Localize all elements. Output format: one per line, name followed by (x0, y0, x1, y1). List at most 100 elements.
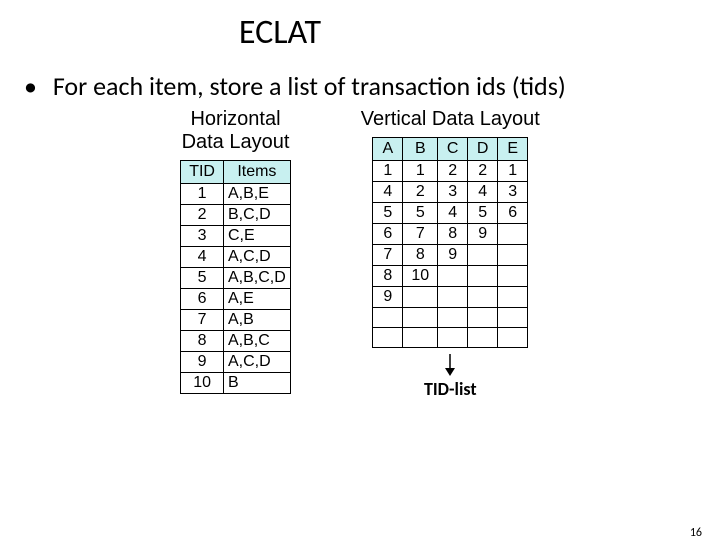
cell (468, 287, 498, 308)
cell (403, 287, 438, 308)
cell-tid: 4 (181, 247, 224, 268)
cell-items: A,C,D (223, 352, 290, 373)
table-row: 4A,C,D (181, 247, 291, 268)
cell (438, 328, 468, 348)
cell (498, 245, 528, 266)
cell-items: A,B,E (223, 184, 290, 205)
horizontal-layout: Horizontal Data Layout TIDItems1A,B,E2B,… (180, 108, 291, 400)
table-row: 6789 (373, 224, 528, 245)
table-header: B (403, 138, 438, 161)
cell: 5 (403, 203, 438, 224)
cell: 6 (498, 203, 528, 224)
layouts-container: Horizontal Data Layout TIDItems1A,B,E2B,… (0, 108, 720, 400)
cell-tid: 6 (181, 289, 224, 310)
cell (373, 308, 403, 328)
cell: 1 (403, 161, 438, 182)
table-row (373, 328, 528, 348)
cell-tid: 7 (181, 310, 224, 331)
cell (498, 287, 528, 308)
table-row: 9A,C,D (181, 352, 291, 373)
bullet-text: For each item, store a list of transacti… (53, 71, 566, 102)
cell: 9 (373, 287, 403, 308)
horizontal-label: Horizontal Data Layout (182, 108, 290, 154)
cell: 8 (403, 245, 438, 266)
bullet-dot: • (24, 71, 37, 102)
cell (498, 266, 528, 287)
cell-tid: 5 (181, 268, 224, 289)
table-row: 6A,E (181, 289, 291, 310)
cell-tid: 8 (181, 331, 224, 352)
cell (468, 308, 498, 328)
table-row: 8A,B,C (181, 331, 291, 352)
vertical-label: Vertical Data Layout (361, 108, 540, 131)
page-number: 16 (690, 526, 702, 540)
cell-items: B,C,D (223, 205, 290, 226)
cell-items: A,E (223, 289, 290, 310)
cell (468, 328, 498, 348)
table-header: E (498, 138, 528, 161)
table-header: C (438, 138, 468, 161)
cell-tid: 1 (181, 184, 224, 205)
cell (468, 266, 498, 287)
table-row: 2B,C,D (181, 205, 291, 226)
cell-items: A,B,C (223, 331, 290, 352)
arrow-icon (440, 352, 460, 378)
cell: 7 (403, 224, 438, 245)
slide-title: ECLAT (0, 12, 720, 53)
cell: 9 (468, 224, 498, 245)
cell: 8 (373, 266, 403, 287)
cell: 5 (373, 203, 403, 224)
cell-items: C,E (223, 226, 290, 247)
cell: 3 (438, 182, 468, 203)
bullet-line: • For each item, store a list of transac… (0, 71, 720, 102)
table-row: 1A,B,E (181, 184, 291, 205)
table-row: 7A,B (181, 310, 291, 331)
cell: 2 (403, 182, 438, 203)
cell (373, 328, 403, 348)
cell: 3 (498, 182, 528, 203)
cell-items: A,B,C,D (223, 268, 290, 289)
cell-tid: 9 (181, 352, 224, 373)
table-row: 9 (373, 287, 528, 308)
table-header: A (373, 138, 403, 161)
table-row (373, 308, 528, 328)
cell: 9 (438, 245, 468, 266)
cell (498, 328, 528, 348)
cell: 6 (373, 224, 403, 245)
cell: 1 (498, 161, 528, 182)
cell (438, 266, 468, 287)
cell (498, 308, 528, 328)
cell: 8 (438, 224, 468, 245)
cell (498, 224, 528, 245)
cell-tid: 10 (181, 373, 224, 394)
cell: 2 (438, 161, 468, 182)
cell (438, 287, 468, 308)
cell: 4 (373, 182, 403, 203)
table-row: 810 (373, 266, 528, 287)
cell: 1 (373, 161, 403, 182)
cell (403, 308, 438, 328)
cell: 4 (468, 182, 498, 203)
table-row: 42343 (373, 182, 528, 203)
horizontal-label-line2: Data Layout (182, 131, 290, 153)
cell: 7 (373, 245, 403, 266)
tid-list-label: TID-list (424, 378, 477, 400)
table-row: 5A,B,C,D (181, 268, 291, 289)
cell (403, 328, 438, 348)
cell-tid: 2 (181, 205, 224, 226)
table-row: 55456 (373, 203, 528, 224)
vertical-table: ABCDE11221423435545667897898109 (372, 137, 528, 348)
table-row: 11221 (373, 161, 528, 182)
table-header: D (468, 138, 498, 161)
table-row: 3C,E (181, 226, 291, 247)
cell: 2 (468, 161, 498, 182)
table-row: 789 (373, 245, 528, 266)
cell (468, 245, 498, 266)
cell: 5 (468, 203, 498, 224)
cell: 4 (438, 203, 468, 224)
vertical-layout: Vertical Data Layout ABCDE11221423435545… (361, 108, 540, 400)
table-row: 10B (181, 373, 291, 394)
cell-items: A,C,D (223, 247, 290, 268)
cell-items: A,B (223, 310, 290, 331)
cell (438, 308, 468, 328)
